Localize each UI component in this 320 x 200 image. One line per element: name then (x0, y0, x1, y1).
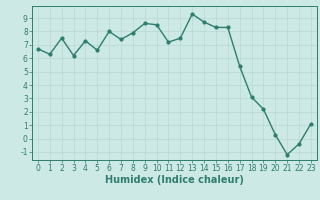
X-axis label: Humidex (Indice chaleur): Humidex (Indice chaleur) (105, 175, 244, 185)
